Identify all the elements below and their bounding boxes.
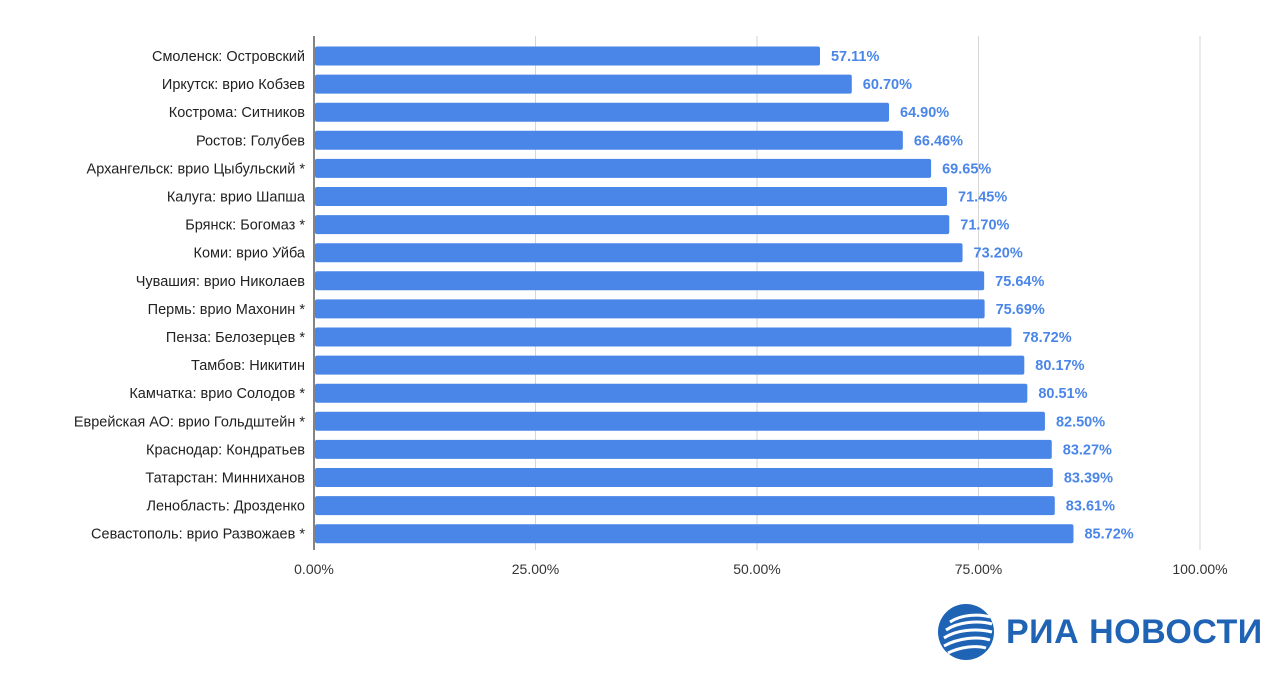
category-label: Пермь: врио Махонин * [148,302,306,318]
category-label: Смоленск: Островский [152,49,305,65]
logo-text: РИА НОВОСТИ [1006,612,1263,651]
value-label: 78.72% [1022,330,1071,346]
category-label: Ростов: Голубев [196,133,305,149]
bar [315,327,1012,347]
bar [315,299,985,319]
value-label: 75.69% [996,302,1045,318]
globe-logo-icon [938,604,994,660]
bar [315,243,963,263]
bar [315,187,948,206]
category-label: Иркутск: врио Кобзев [162,77,305,93]
bar [315,130,903,150]
bars [315,46,1074,544]
value-label: 71.70% [960,218,1009,234]
category-label: Еврейская АО: врио Гольдштейн * [74,414,306,430]
category-label: Архангельск: врио Цыбульский * [87,161,306,177]
value-label: 80.51% [1038,386,1087,402]
category-label: Брянск: Богомаз * [185,218,305,234]
bar-chart: Смоленск: Островский Иркутск: врио Кобзев… [74,36,1228,577]
bar [315,439,1052,459]
bar [315,46,820,66]
x-tick-label: 100.00% [1172,561,1227,577]
bar [315,383,1028,403]
category-label: Тамбов: Никитин [191,358,305,374]
bar [315,215,950,235]
bar [315,411,1045,431]
category-label: Татарстан: Минниханов [145,471,305,487]
bar [315,496,1055,516]
value-label: 69.65% [942,161,991,177]
value-label: 83.27% [1063,442,1112,458]
value-labels: 57.11% 60.70% 64.90% 66.46% 69.65% 71.45% 71.7… [831,49,1134,543]
value-label: 82.50% [1056,414,1105,430]
category-label: Пенза: Белозерцев * [166,330,305,346]
x-tick-label: 50.00% [733,561,780,577]
category-label: Кострома: Ситников [169,105,306,121]
category-label: Камчатка: врио Солодов * [129,386,305,402]
category-labels: Смоленск: Островский Иркутск: врио Кобзев… [74,49,306,543]
bar [315,355,1025,375]
value-label: 57.11% [831,49,879,65]
category-label: Севастополь: врио Развожаев * [91,527,305,543]
value-label: 83.61% [1066,499,1115,515]
value-label: 66.46% [914,133,963,149]
category-label: Коми: врио Уйба [194,246,306,262]
x-tick-label: 0.00% [294,561,334,577]
bar [315,74,852,94]
bar [315,468,1053,487]
value-label: 60.70% [863,77,912,93]
category-label: Ленобласть: Дрозденко [146,499,305,515]
value-label: 64.90% [900,105,949,121]
ria-novosti-logo: РИА НОВОСТИ [936,602,1263,662]
x-axis-ticks: 0.00% 25.00% 50.00% 75.00% 100.00% [294,561,1227,577]
value-label: 75.64% [995,274,1044,290]
category-label: Чувашия: врио Николаев [136,274,306,290]
x-tick-label: 25.00% [512,561,559,577]
category-label: Краснодар: Кондратьев [146,442,305,458]
category-label: Калуга: врио Шапша [167,190,306,206]
value-label: 73.20% [974,246,1023,262]
bar [315,271,985,291]
bar [315,158,932,178]
value-label: 85.72% [1084,527,1133,543]
x-tick-label: 75.00% [955,561,1002,577]
value-label: 83.39% [1064,471,1113,487]
bar [315,102,890,122]
value-label: 80.17% [1035,358,1084,374]
bar [315,524,1074,544]
value-label: 71.45% [958,190,1007,206]
